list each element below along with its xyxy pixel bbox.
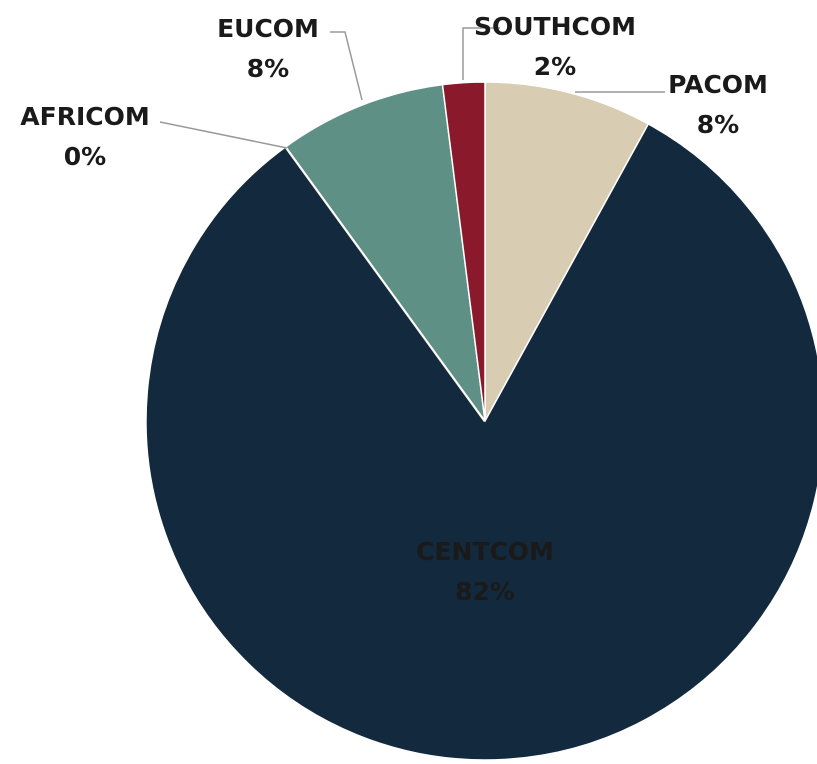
leader-line xyxy=(462,27,500,80)
pie-slice xyxy=(441,81,486,422)
pie-slice xyxy=(484,81,650,422)
pie-slice xyxy=(284,83,486,422)
value-label: 8% xyxy=(697,110,739,139)
pie xyxy=(145,81,817,761)
category-label: SOUTHCOM xyxy=(474,12,636,41)
category-label: PACOM xyxy=(668,70,768,99)
value-label: 8% xyxy=(247,54,289,83)
category-label: AFRICOM xyxy=(20,102,149,131)
category-label: CENTCOM xyxy=(416,537,554,566)
value-label: 2% xyxy=(534,52,576,81)
leader-line xyxy=(159,121,288,149)
value-label: 82% xyxy=(455,577,515,606)
labels: PACOM 8% CENTCOM 82% AFRICOM 0% EUCOM 8% SOUTHCO… xyxy=(20,12,768,606)
leader-line xyxy=(330,31,363,101)
category-label: EUCOM xyxy=(217,14,319,43)
pie-slice xyxy=(145,122,817,761)
value-label: 0% xyxy=(64,142,106,171)
